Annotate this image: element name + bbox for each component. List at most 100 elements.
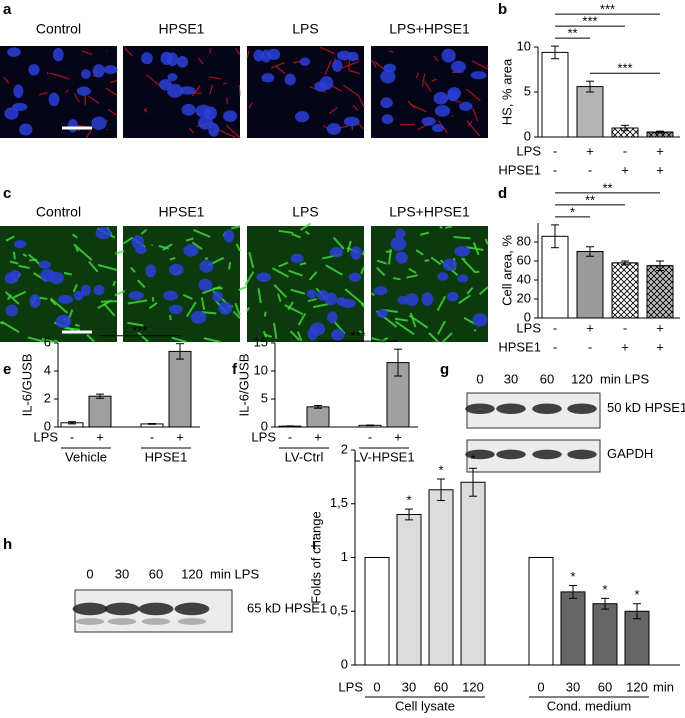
bar [560,591,586,666]
bar-hatch [646,265,674,319]
nucleus [80,69,91,79]
band-label: 50 kD HPSE1 [607,400,685,415]
fiber [430,256,442,266]
nucleus [390,237,407,251]
fiber [453,235,471,240]
fiber [75,246,79,253]
fiber [9,260,19,265]
y-tick-label: 6 [44,334,51,349]
nucleus [167,84,183,98]
condition-value: + [314,429,322,444]
band [104,602,140,616]
fiber [127,299,148,305]
nucleus [7,47,21,57]
nucleus [336,50,352,61]
nucleus [19,123,33,136]
fiber [234,47,241,56]
fiber [18,264,30,269]
fiber [4,291,20,305]
condition-value: + [621,339,629,354]
band [107,618,137,625]
nucleus [459,101,473,112]
nucleus [397,295,409,305]
nucleus [432,123,444,133]
fiber [171,336,187,343]
significance-star: * [470,452,475,467]
condition-value: + [586,143,594,158]
fiber [349,70,360,74]
nucleus [168,263,184,276]
y-tick-label: 1 [341,549,348,564]
condition-value: + [176,429,184,444]
fiber [297,312,307,326]
bar [541,235,569,319]
y-tick-label: 60 [517,252,531,267]
fiber [431,78,437,82]
band [177,618,207,625]
fiber [324,59,332,76]
fiber [169,257,176,261]
condition-value: 0 [373,679,380,694]
y-axis-label: Folds of change [308,511,323,604]
y-tick-label: 80 [517,233,531,248]
fiber [64,326,81,331]
y-tick-label: 0 [261,418,268,433]
nucleus [261,73,275,83]
y-tick-label: 0 [44,418,51,433]
fiber [304,230,310,236]
nucleus [5,304,18,317]
fiber [290,288,306,295]
fiber [442,332,453,343]
micrograph-label: HPSE1 [159,204,205,220]
micrograph-label: Control [36,204,81,220]
band [532,449,562,460]
nucleus [28,64,40,76]
significance-label: *** [582,14,597,29]
band [567,403,597,414]
nucleus [253,49,265,62]
condition-label: HPSE1 [498,339,541,354]
y-tick-label: 0 [524,309,531,324]
fiber [394,320,415,336]
nucleus [343,116,360,127]
fiber [63,271,72,276]
nucleus [183,244,199,257]
bar [428,489,454,666]
fiber [458,294,471,305]
fiber [226,97,228,105]
fiber [409,103,427,113]
fiber [143,107,148,112]
condition-value: - [553,320,557,335]
fiber [361,250,365,256]
condition-value: - [553,143,557,158]
y-tick-label: 40 [517,271,531,286]
nucleus [470,71,487,80]
band [567,449,597,460]
significance-label: ** [602,180,612,195]
nucleus [176,55,189,68]
significance-label: ** [567,26,577,41]
significance-star: * [406,493,411,508]
fiber [49,297,69,314]
panel-label: h [3,536,12,553]
fiber [162,243,173,251]
fiber [371,59,377,68]
fiber [222,82,227,85]
nucleus [290,253,304,264]
fiber [358,96,365,108]
nucleus [91,116,107,130]
nucleus [198,115,214,130]
fiber [428,332,439,343]
fiber [328,107,338,114]
nucleus [12,102,28,112]
fiber [124,47,133,57]
y-axis-label: IL-6/GUSB [236,354,251,417]
band [496,449,526,460]
fiber [73,243,93,261]
fiber [424,259,430,262]
nucleus [195,104,212,118]
fiber [235,243,241,252]
condition-value: 60 [434,679,448,694]
fiber [262,330,267,338]
fiber [325,264,343,276]
